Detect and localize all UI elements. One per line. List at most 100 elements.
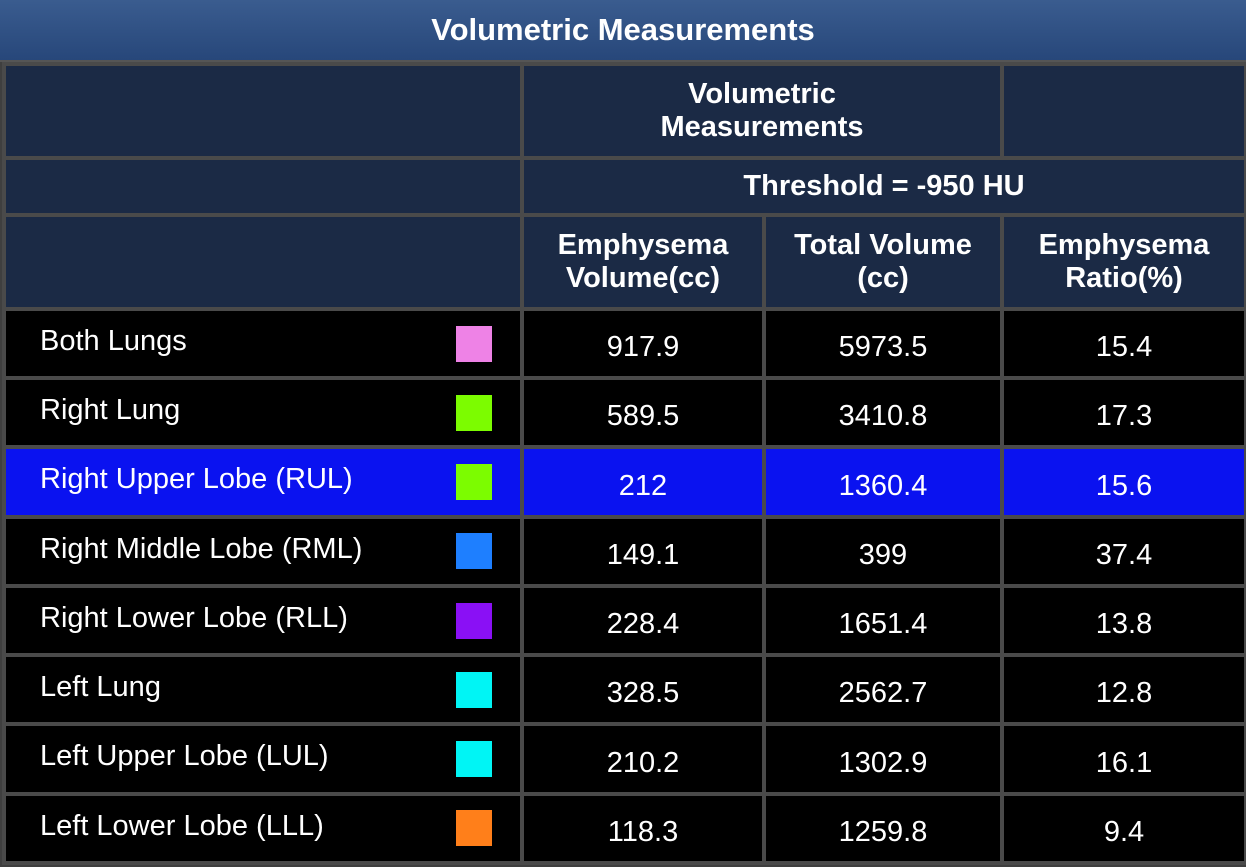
emphysema-volume-cell[interactable]: 917.9 bbox=[524, 310, 762, 377]
cell-value: 399 bbox=[858, 538, 908, 571]
cell-value: 917.9 bbox=[606, 331, 680, 364]
region-name: Right Lower Lobe (RLL) bbox=[40, 601, 348, 634]
region-name: Right Upper Lobe (RUL) bbox=[40, 463, 353, 496]
emphysema-ratio-cell[interactable]: 15.4 bbox=[1004, 310, 1244, 377]
table-row[interactable]: Left Lung 328.5 2562.7 12.8 bbox=[6, 657, 1244, 723]
table-row[interactable]: Right Middle Lobe (RML) 149.1 399 37.4 bbox=[6, 518, 1244, 584]
total-volume-cell[interactable]: 1651.4 bbox=[766, 587, 1000, 654]
emphysema-ratio-cell[interactable]: 9.4 bbox=[1004, 795, 1244, 861]
table-row[interactable]: Left Upper Lobe (LUL) 210.2 1302.9 16.1 bbox=[6, 726, 1244, 792]
column-header-emphysema-volume[interactable]: Emphysema Volume(cc) bbox=[524, 216, 762, 307]
color-swatch bbox=[456, 602, 492, 639]
header-empty-cell bbox=[6, 216, 520, 307]
total-volume-cell[interactable]: 1259.8 bbox=[766, 795, 1000, 861]
cell-value: 1302.9 bbox=[838, 746, 928, 779]
total-volume-cell[interactable]: 3410.8 bbox=[766, 380, 1000, 446]
header-empty-cell bbox=[6, 66, 520, 157]
cell-value: 3410.8 bbox=[838, 400, 928, 433]
cell-value: 16.1 bbox=[1095, 746, 1153, 779]
header-group-label: Volumetric Measurements bbox=[660, 78, 864, 144]
region-name: Left Upper Lobe (LUL) bbox=[40, 740, 329, 773]
panel-title: Volumetric Measurements bbox=[0, 0, 1246, 62]
threshold-label: Threshold = -950 HU bbox=[524, 160, 1244, 213]
total-volume-cell[interactable]: 5973.5 bbox=[766, 310, 1000, 377]
table-row[interactable]: Right Lung 589.5 3410.8 17.3 bbox=[6, 380, 1244, 446]
column-header-total-volume[interactable]: Total Volume (cc) bbox=[766, 216, 1000, 307]
emphysema-volume-cell[interactable]: 118.3 bbox=[524, 795, 762, 861]
cell-value: 5973.5 bbox=[838, 331, 928, 364]
header-empty-cell bbox=[6, 160, 520, 213]
emphysema-volume-cell[interactable]: 589.5 bbox=[524, 380, 762, 446]
region-name-cell[interactable]: Right Upper Lobe (RUL) bbox=[6, 449, 520, 515]
color-swatch bbox=[456, 810, 492, 847]
region-name-cell[interactable]: Left Lung bbox=[6, 657, 520, 723]
cell-value: 149.1 bbox=[606, 538, 680, 571]
total-volume-cell[interactable]: 2562.7 bbox=[766, 657, 1000, 723]
cell-value: 118.3 bbox=[607, 815, 679, 848]
emphysema-volume-cell[interactable]: 212 bbox=[524, 449, 762, 515]
emphysema-volume-cell[interactable]: 149.1 bbox=[524, 518, 762, 584]
column-header-line: (cc) bbox=[857, 261, 909, 294]
column-header-line: Emphysema bbox=[1038, 228, 1210, 261]
table-row[interactable]: Right Lower Lobe (RLL) 228.4 1651.4 13.8 bbox=[6, 587, 1244, 654]
region-name: Right Lung bbox=[40, 394, 181, 427]
header-empty-cell bbox=[1004, 66, 1244, 157]
column-header-line: Ratio(%) bbox=[1065, 261, 1183, 294]
header-row-group: Volumetric Measurements bbox=[6, 66, 1244, 157]
measurements-table: Volumetric Measurements Threshold = -950… bbox=[2, 62, 1246, 865]
table-row[interactable]: Left Lower Lobe (LLL) 118.3 1259.8 9.4 bbox=[6, 795, 1244, 861]
column-header-line: Emphysema bbox=[557, 228, 729, 261]
region-name-cell[interactable]: Right Lung bbox=[6, 380, 520, 446]
region-name: Left Lung bbox=[40, 671, 161, 704]
emphysema-ratio-cell[interactable]: 37.4 bbox=[1004, 518, 1244, 584]
header-row-columns: Emphysema Volume(cc) Total Volume (cc) E… bbox=[6, 216, 1244, 307]
table-row[interactable]: Both Lungs 917.9 5973.5 15.4 bbox=[6, 310, 1244, 377]
region-name-cell[interactable]: Left Lower Lobe (LLL) bbox=[6, 795, 520, 861]
header-group-cell: Volumetric Measurements bbox=[524, 66, 1000, 157]
region-name: Left Lower Lobe (LLL) bbox=[40, 809, 324, 842]
header-row-threshold: Threshold = -950 HU bbox=[6, 160, 1244, 213]
color-swatch bbox=[456, 464, 492, 501]
region-name-cell[interactable]: Right Middle Lobe (RML) bbox=[6, 518, 520, 584]
cell-value: 37.4 bbox=[1095, 538, 1153, 571]
emphysema-volume-cell[interactable]: 328.5 bbox=[524, 657, 762, 723]
cell-value: 13.8 bbox=[1095, 608, 1153, 641]
region-name-cell[interactable]: Both Lungs bbox=[6, 310, 520, 377]
emphysema-ratio-cell[interactable]: 15.6 bbox=[1004, 449, 1244, 515]
column-header-emphysema-ratio[interactable]: Emphysema Ratio(%) bbox=[1004, 216, 1244, 307]
cell-value: 2562.7 bbox=[838, 677, 928, 710]
color-swatch bbox=[456, 533, 492, 570]
total-volume-cell[interactable]: 1302.9 bbox=[766, 726, 1000, 792]
table-row[interactable]: Right Upper Lobe (RUL) 212 1360.4 15.6 bbox=[6, 449, 1244, 515]
total-volume-cell[interactable]: 399 bbox=[766, 518, 1000, 584]
column-header-line: Total Volume bbox=[794, 228, 972, 261]
region-name: Right Middle Lobe (RML) bbox=[40, 532, 363, 565]
cell-value: 9.4 bbox=[1103, 815, 1145, 848]
cell-value: 1651.4 bbox=[838, 608, 928, 641]
color-swatch bbox=[456, 325, 492, 362]
region-name-cell[interactable]: Left Upper Lobe (LUL) bbox=[6, 726, 520, 792]
cell-value: 15.4 bbox=[1095, 331, 1153, 364]
cell-value: 212 bbox=[618, 469, 668, 502]
column-header-line: Volume(cc) bbox=[565, 261, 721, 294]
cell-value: 328.5 bbox=[606, 677, 680, 710]
color-swatch bbox=[456, 741, 492, 778]
cell-value: 589.5 bbox=[606, 400, 680, 433]
emphysema-ratio-cell[interactable]: 12.8 bbox=[1004, 657, 1244, 723]
region-name: Both Lungs bbox=[40, 324, 187, 357]
cell-value: 1259.8 bbox=[838, 815, 928, 848]
total-volume-cell[interactable]: 1360.4 bbox=[766, 449, 1000, 515]
cell-value: 1360.4 bbox=[838, 469, 928, 502]
cell-value: 12.8 bbox=[1095, 677, 1153, 710]
region-name-cell[interactable]: Right Lower Lobe (RLL) bbox=[6, 587, 520, 654]
emphysema-volume-cell[interactable]: 210.2 bbox=[524, 726, 762, 792]
cell-value: 15.6 bbox=[1095, 469, 1153, 502]
cell-value: 17.3 bbox=[1095, 400, 1153, 433]
emphysema-volume-cell[interactable]: 228.4 bbox=[524, 587, 762, 654]
emphysema-ratio-cell[interactable]: 13.8 bbox=[1004, 587, 1244, 654]
emphysema-ratio-cell[interactable]: 17.3 bbox=[1004, 380, 1244, 446]
emphysema-ratio-cell[interactable]: 16.1 bbox=[1004, 726, 1244, 792]
color-swatch bbox=[456, 671, 492, 708]
cell-value: 210.2 bbox=[606, 746, 680, 779]
